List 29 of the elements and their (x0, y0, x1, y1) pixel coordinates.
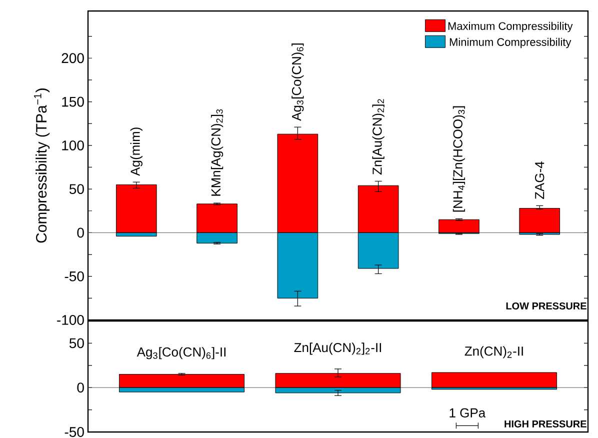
bar (432, 372, 557, 388)
category-label: Ag$_{3}$[Co(CN)$_{6}$] (292, 44, 304, 121)
category-label: [NH$_{4}$][Zn(HCOO)$_{3}$] (452, 106, 466, 212)
y-tick-label: 0 (77, 382, 84, 393)
y-tick-label: -50 (64, 271, 84, 282)
annotation: 1 GPa (450, 408, 486, 418)
y-tick-label: -100 (57, 315, 84, 325)
y-tick-label: -50 (64, 427, 84, 437)
y-axis-title: Compressibility (TPa$^{−1}$) (34, 88, 50, 243)
legend-label: Minimum Compressibility (450, 38, 572, 48)
bar (519, 208, 560, 233)
category-label: Zn(CN)$_{2}$-II (464, 346, 523, 358)
y-tick-label: 50 (69, 338, 84, 348)
y-tick-label: 0 (77, 228, 84, 238)
category-label: Zn[Au(CN)$_{2}$]$_{2}$-II (294, 342, 382, 355)
y-tick-label: 50 (69, 184, 84, 194)
annotation: LOW PRESSURE (506, 302, 586, 310)
y-tick-label: 200 (62, 53, 84, 64)
bar (116, 184, 157, 233)
category-label: Ag$_{3}$[Co(CN)$_{6}$]-II (136, 347, 226, 360)
category-label: Ag(mim) (130, 128, 142, 176)
category-label: ZAG-4 (535, 162, 544, 200)
category-label: Zn[Au(CN)$_{2}$]$_{2}$ (372, 99, 384, 175)
y-tick-label: 150 (62, 96, 84, 107)
bar (438, 219, 480, 233)
annotation: HIGH PRESSURE (504, 420, 586, 428)
category-label: KMn[Ag(CN)$_{2}$]$_{3}$ (210, 109, 224, 196)
legend-label: Maximum Compressibility (448, 22, 573, 32)
y-tick-label: 100 (62, 140, 84, 150)
